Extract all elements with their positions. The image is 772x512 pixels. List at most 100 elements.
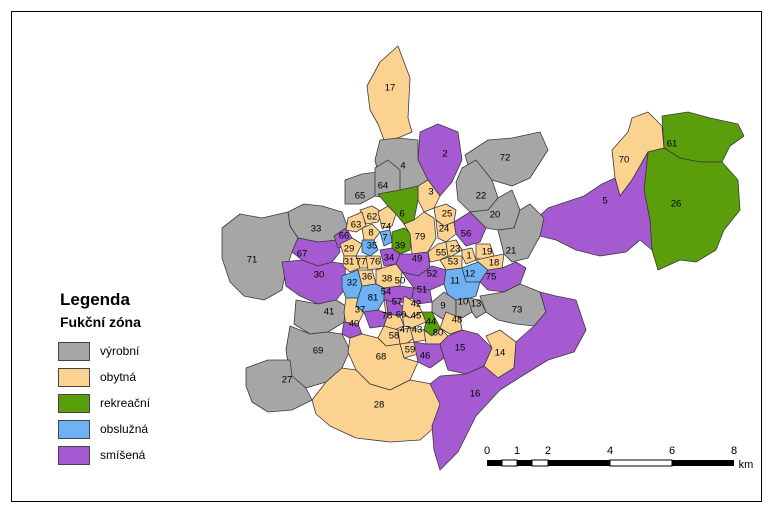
region-16 [429, 291, 587, 471]
region-label-49: 49 [412, 254, 423, 265]
region-label-19: 19 [482, 247, 493, 258]
region-label-24: 24 [439, 224, 450, 235]
region-label-26: 26 [671, 199, 682, 210]
region-48 [439, 311, 463, 335]
scale-tick-1: 1 [514, 445, 520, 457]
region-label-44: 44 [426, 317, 437, 328]
region-label-75: 75 [486, 272, 497, 283]
region-label-22: 22 [476, 191, 487, 202]
legend-swatch-smisena [58, 445, 90, 465]
region-label-54: 54 [381, 287, 392, 298]
region-47 [397, 327, 415, 345]
region-label-38: 38 [382, 274, 393, 285]
region-label-71: 71 [247, 255, 258, 266]
region-label-51: 51 [417, 285, 428, 296]
region-label-45: 45 [411, 311, 422, 322]
region-label-2: 2 [442, 149, 447, 160]
region-label-11: 11 [450, 276, 460, 287]
region-label-16: 16 [470, 389, 481, 400]
scale-tick-6: 6 [669, 445, 675, 457]
region-label-50: 50 [395, 276, 406, 287]
region-label-30: 30 [314, 270, 325, 281]
legend-item-obytna: obytná [58, 364, 218, 390]
region-label-33: 33 [311, 224, 322, 235]
region-60 [383, 313, 405, 331]
region-label-15: 15 [455, 343, 466, 354]
region-label-40: 40 [349, 319, 360, 330]
region-label-58: 58 [389, 331, 400, 342]
region-label-55: 55 [436, 248, 447, 259]
region-label-46: 46 [420, 351, 431, 362]
region-label-14: 14 [495, 348, 506, 359]
region-label-41: 41 [324, 307, 335, 318]
region-53 [439, 255, 463, 271]
region-label-7: 7 [382, 233, 387, 244]
region-41 [293, 299, 347, 335]
region-63 [345, 211, 367, 233]
legend-swatch-obsluzna [58, 419, 90, 439]
region-29 [339, 237, 363, 257]
legend-item-smisena: smíšená [58, 442, 218, 468]
region-label-78: 78 [382, 311, 393, 322]
region-label-3: 3 [428, 187, 433, 198]
region-label-27: 27 [282, 375, 293, 386]
region-label-63: 63 [351, 220, 362, 231]
region-label-65: 65 [355, 191, 366, 202]
region-label-31: 31 [344, 257, 355, 268]
region-label-72: 72 [500, 153, 511, 164]
region-label-43: 43 [412, 325, 423, 336]
region-56 [453, 211, 487, 247]
region-label-74: 74 [381, 222, 392, 233]
region-10 [455, 297, 473, 319]
region-35 [361, 239, 379, 257]
legend-swatch-vyrobni [58, 341, 90, 361]
region-label-68: 68 [376, 352, 387, 363]
legend: Legenda Fukční zóna výrobní obytná rekre… [58, 290, 218, 468]
region-label-42: 42 [411, 299, 422, 310]
region-label-36: 36 [362, 272, 373, 283]
region-label-59: 59 [405, 345, 416, 356]
region-label-6: 6 [399, 209, 404, 220]
region-label-37: 37 [355, 305, 366, 316]
region-label-48: 48 [452, 315, 463, 326]
region-label-10: 10 [458, 297, 469, 308]
region-label-79: 79 [415, 232, 426, 243]
region-label-62: 62 [367, 212, 378, 223]
region-label-69: 69 [313, 346, 324, 357]
scale-tick-2: 2 [545, 445, 551, 457]
region-label-8: 8 [368, 228, 373, 239]
region-label-56: 56 [461, 229, 472, 240]
region-21 [497, 203, 545, 263]
region-label-35: 35 [367, 241, 378, 252]
region-label-60: 60 [396, 310, 407, 321]
region-label-57: 57 [392, 297, 403, 308]
region-label-66: 66 [339, 231, 350, 242]
region-label-13: 13 [471, 299, 482, 310]
region-7 [379, 229, 393, 247]
region-26 [643, 147, 741, 271]
region-label-47: 47 [400, 325, 411, 336]
legend-item-vyrobni: výrobní [58, 338, 218, 364]
region-label-73: 73 [512, 305, 523, 316]
region-label-70: 70 [619, 155, 630, 166]
region-label-53: 53 [448, 257, 459, 268]
region-label-4: 4 [400, 161, 405, 172]
region-label-9: 9 [440, 301, 445, 312]
legend-swatch-rekreacni [58, 393, 90, 413]
region-label-1: 1 [466, 251, 471, 262]
region-label-21: 21 [506, 246, 517, 257]
region-label-80: 80 [433, 328, 444, 339]
region-5 [534, 151, 653, 257]
region-37 [343, 297, 365, 327]
legend-label-vyrobni: výrobní [100, 344, 140, 358]
region-79 [403, 211, 437, 255]
region-label-77: 77 [356, 257, 367, 268]
region-31 [342, 255, 361, 273]
region-label-18: 18 [489, 258, 500, 269]
region-label-64: 64 [378, 181, 389, 192]
region-8 [361, 223, 381, 241]
region-label-17: 17 [385, 83, 396, 94]
region-label-39: 39 [395, 241, 406, 252]
region-label-67: 67 [297, 249, 308, 260]
region-label-20: 20 [490, 210, 501, 221]
